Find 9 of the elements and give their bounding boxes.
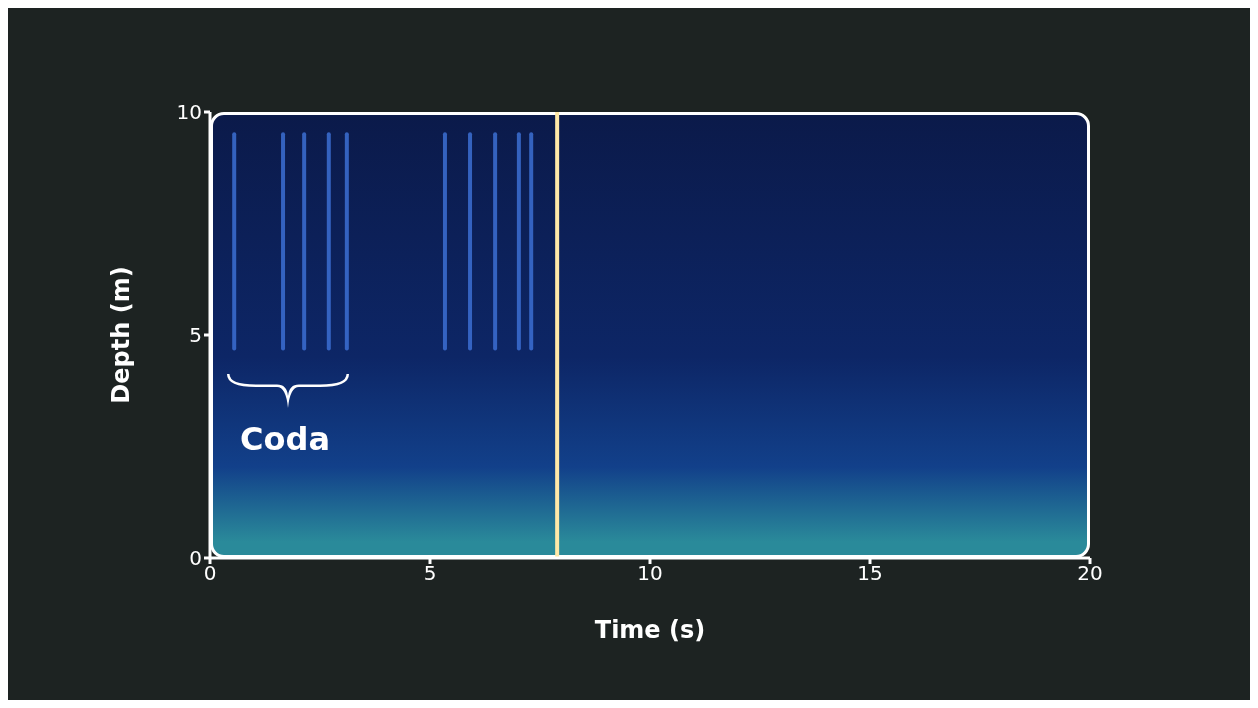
annotation: Coda — [240, 420, 330, 458]
y-axis-title: Depth (m) — [106, 266, 135, 404]
x-tick-label: 10 — [637, 561, 663, 586]
y-tick-label: 10 — [176, 100, 202, 125]
x-tick-label: 20 — [1077, 561, 1103, 586]
x-axis-title: Time (s) — [594, 616, 706, 644]
x-tick-label: 5 — [423, 561, 437, 586]
x-tick-label: 15 — [857, 561, 883, 586]
y-tick-label: 5 — [189, 323, 202, 348]
